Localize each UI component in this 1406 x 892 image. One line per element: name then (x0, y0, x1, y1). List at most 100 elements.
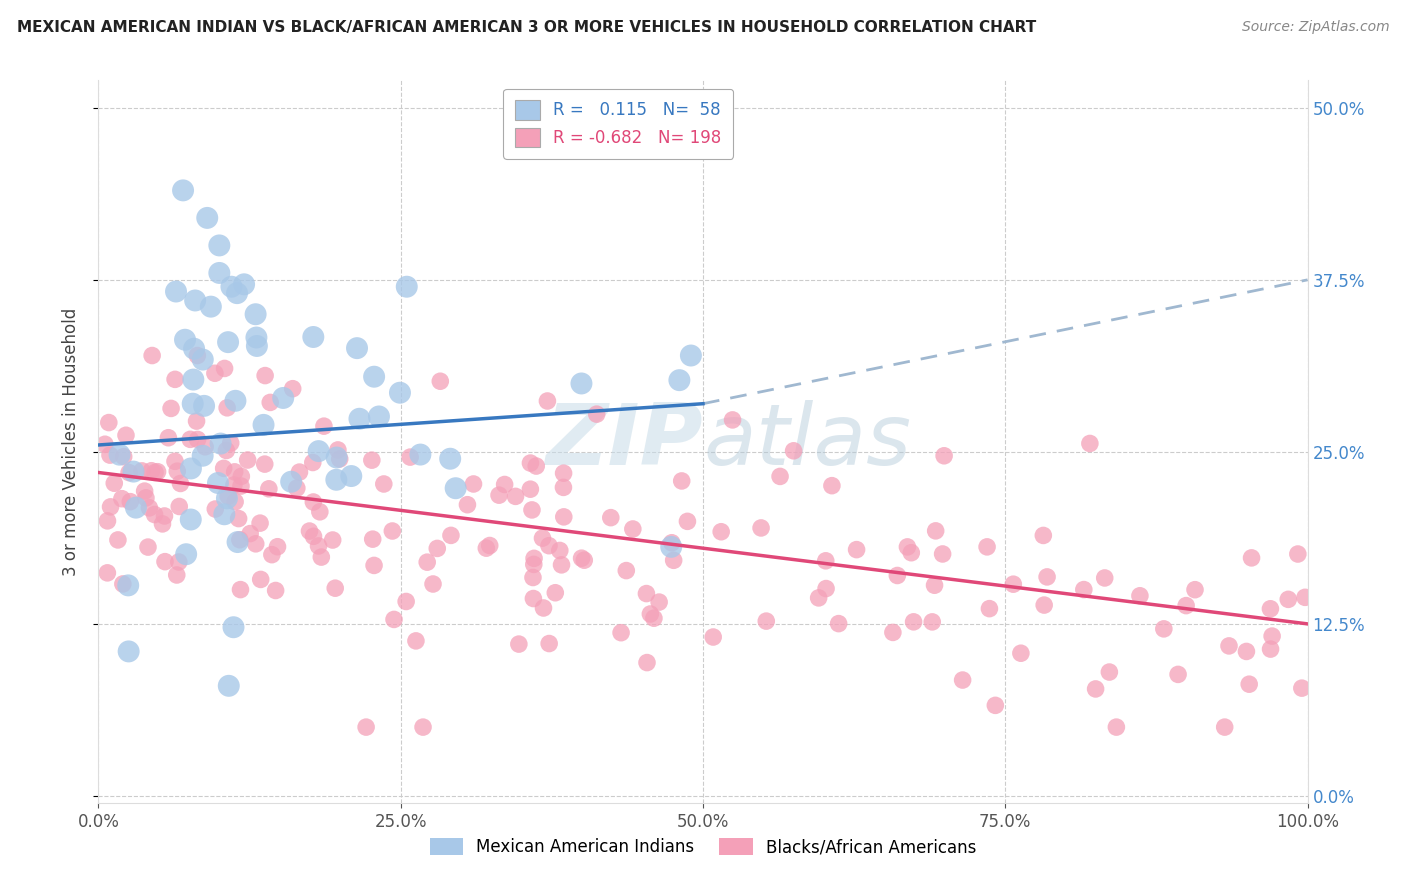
Point (533, 601, 555, 615)
Point (224, 393, 246, 408)
Point (311, 550, 333, 565)
Point (924, 578, 946, 592)
Point (1094, 571, 1116, 585)
Point (249, 516, 271, 530)
Point (245, 330, 267, 344)
Point (340, 469, 363, 483)
Point (1260, 601, 1282, 615)
Point (112, 450, 135, 464)
Point (260, 548, 283, 562)
Point (1167, 667, 1189, 681)
Point (215, 491, 238, 506)
Point (571, 376, 593, 391)
Point (807, 591, 830, 605)
Point (1261, 629, 1284, 643)
Point (621, 522, 644, 536)
Point (349, 411, 371, 425)
Point (219, 436, 242, 450)
Point (217, 401, 239, 415)
Point (288, 465, 311, 479)
Point (610, 625, 633, 640)
Point (1294, 591, 1316, 605)
Point (640, 607, 662, 621)
Point (152, 516, 174, 531)
Point (204, 502, 226, 516)
Point (208, 238, 231, 252)
Point (676, 514, 699, 528)
Point (108, 448, 131, 462)
Point (264, 583, 287, 598)
Point (574, 553, 596, 567)
Point (363, 369, 385, 384)
Point (301, 455, 323, 469)
Point (259, 395, 281, 409)
Point (399, 450, 422, 464)
Point (143, 508, 166, 522)
Point (931, 547, 953, 561)
Point (146, 465, 169, 479)
Point (120, 494, 142, 508)
Point (323, 581, 346, 595)
Point (167, 500, 190, 514)
Point (179, 433, 201, 447)
Point (298, 524, 321, 538)
Point (544, 586, 567, 600)
Point (444, 481, 467, 495)
Point (519, 456, 541, 470)
Point (125, 500, 148, 515)
Point (422, 577, 444, 591)
Point (172, 183, 194, 197)
Point (463, 477, 485, 491)
Point (186, 349, 208, 363)
Point (312, 419, 335, 434)
Point (523, 558, 546, 572)
Point (191, 449, 214, 463)
Point (439, 451, 461, 466)
Point (599, 510, 621, 524)
Point (138, 500, 160, 515)
Point (180, 461, 202, 475)
Point (207, 475, 229, 490)
Point (165, 372, 187, 386)
Point (187, 433, 209, 447)
Point (1073, 582, 1095, 597)
Point (388, 385, 411, 400)
Point (659, 540, 682, 554)
Point (661, 535, 683, 549)
Point (1105, 720, 1128, 734)
Point (814, 554, 837, 568)
Point (249, 573, 271, 587)
Point (755, 614, 778, 628)
Point (195, 211, 218, 225)
Point (1084, 681, 1107, 696)
Point (395, 594, 418, 608)
Point (1236, 644, 1258, 658)
Point (122, 465, 145, 479)
Point (1153, 622, 1175, 636)
Point (900, 546, 922, 560)
Point (222, 620, 245, 634)
Point (215, 443, 238, 458)
Point (107, 533, 129, 547)
Point (827, 616, 849, 631)
Point (395, 279, 418, 293)
Point (519, 482, 541, 496)
Point (281, 382, 304, 396)
Point (903, 615, 925, 629)
Point (1240, 550, 1263, 565)
Point (1286, 547, 1309, 561)
Point (165, 285, 187, 299)
Point (710, 524, 733, 539)
Point (143, 466, 166, 480)
Point (134, 484, 156, 499)
Point (166, 464, 188, 478)
Point (979, 601, 1001, 615)
Point (346, 341, 368, 355)
Point (253, 457, 276, 471)
Point (184, 293, 207, 308)
Point (326, 442, 349, 457)
Point (932, 449, 955, 463)
Point (821, 478, 844, 492)
Point (186, 414, 208, 428)
Point (643, 611, 665, 625)
